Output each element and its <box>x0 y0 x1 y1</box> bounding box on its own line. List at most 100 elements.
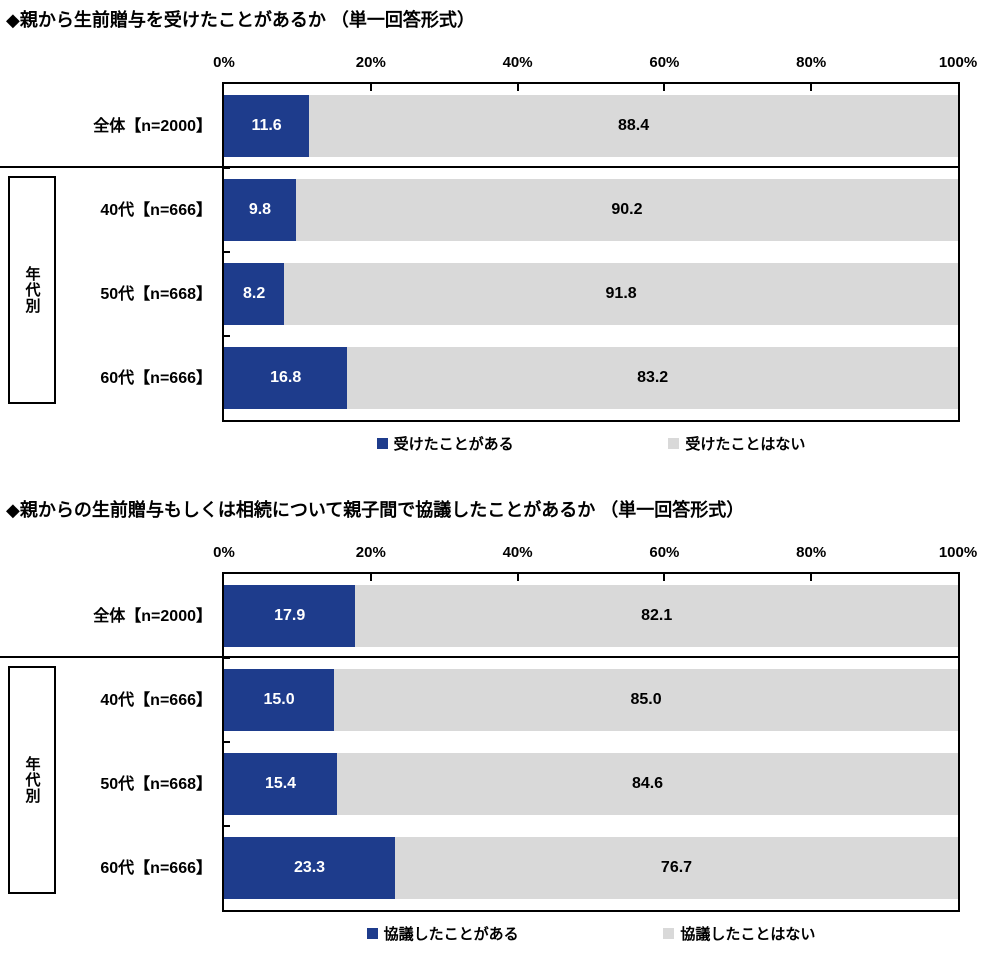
bar-row-60s: 16.8 83.2 <box>224 336 958 420</box>
legend: 受けたことがある 受けたことはない <box>222 422 960 464</box>
category-tick-mark <box>224 825 230 827</box>
bar-value: 23.3 <box>293 859 326 876</box>
category-tick-mark <box>224 741 230 743</box>
stacked-bar: 8.2 91.8 <box>224 263 958 325</box>
category-tick-mark <box>224 167 230 169</box>
chart-received-gift: ◆親から生前贈与を受けたことがあるか （単一回答形式） 0% 20% 40% 6… <box>0 8 1000 464</box>
bar-value: 17.9 <box>274 607 306 624</box>
row-label-40s: 40代【n=666】 <box>100 692 212 709</box>
age-group-label: 年代別 <box>23 756 41 804</box>
group-separator-line <box>0 166 960 168</box>
bar-value: 91.8 <box>605 285 637 302</box>
axis-tick-label: 0% <box>213 54 235 71</box>
axis-gutter <box>0 522 222 572</box>
legend-swatch-yes <box>366 927 378 939</box>
age-group-box: 年代別 <box>8 666 56 894</box>
bar-value: 84.6 <box>631 775 664 792</box>
stacked-bar: 23.3 76.7 <box>224 837 958 899</box>
bar-value: 83.2 <box>637 369 669 386</box>
row-label-total: 全体【n=2000】 <box>93 118 212 135</box>
axis-tick-label: 0% <box>213 544 235 561</box>
legend-item-yes: 協議したことがある <box>366 923 519 944</box>
bar-value: 76.7 <box>660 859 693 876</box>
bar-value: 88.4 <box>617 117 650 134</box>
axis-gutter <box>0 32 222 82</box>
axis-tick-label: 100% <box>938 544 978 561</box>
bar-value: 90.2 <box>611 201 643 218</box>
bar-row-40s: 9.8 90.2 <box>224 168 958 252</box>
stacked-bar: 11.6 88.4 <box>224 95 958 157</box>
row-label-60s: 60代【n=666】 <box>100 370 212 387</box>
legend-item-no: 協議したことはない <box>663 923 815 944</box>
row-label-50s: 50代【n=668】 <box>100 776 212 793</box>
axis-tick-label: 80% <box>796 544 827 561</box>
plot-area: 11.6 88.4 9.8 90.2 8.2 91.8 <box>222 82 960 422</box>
axis-tick-mark <box>516 84 519 91</box>
bar-value: 15.4 <box>264 775 297 792</box>
axis-tick-mark <box>369 574 372 581</box>
bar-segment-yes: 16.8 <box>224 347 348 409</box>
bar-segment-yes: 9.8 <box>224 179 296 241</box>
bar-segment-yes: 15.4 <box>224 753 338 815</box>
bar-segment-no: 85.0 <box>334 669 958 731</box>
axis-tick-label: 60% <box>649 544 680 561</box>
axis-tick-label: 20% <box>355 54 386 71</box>
bar-segment-no: 82.1 <box>355 585 958 647</box>
bar-row-total: 11.6 88.4 <box>224 84 958 168</box>
bar-value: 82.1 <box>641 607 673 624</box>
x-axis-row: 0% 20% 40% 60% 80% 100% <box>0 522 1000 572</box>
axis-tick-mark <box>663 574 666 581</box>
bar-value: 15.0 <box>263 691 295 708</box>
axis-tick-label: 40% <box>502 544 533 561</box>
legend-swatch-no <box>663 927 675 939</box>
x-axis-row: 0% 20% 40% 60% 80% 100% <box>0 32 1000 82</box>
chart-title: ◆親から生前贈与を受けたことがあるか （単一回答形式） <box>6 10 475 30</box>
row-label-total: 全体【n=2000】 <box>93 608 212 625</box>
bar-segment-yes: 17.9 <box>224 585 356 647</box>
stacked-bar: 17.9 82.1 <box>224 585 958 647</box>
legend-item-no: 受けたことはない <box>668 433 805 454</box>
plot-area: 17.9 82.1 15.0 85.0 15.4 84.6 <box>222 572 960 912</box>
bar-segment-no: 88.4 <box>309 95 958 157</box>
bar-value: 9.8 <box>248 201 272 218</box>
bar-segment-yes: 8.2 <box>224 263 285 325</box>
chart-body: 全体【n=2000】 40代【n=666】 50代【n=668】 60代【n=6… <box>0 82 960 422</box>
bar-segment-no: 84.6 <box>337 753 958 815</box>
bar-segment-yes: 23.3 <box>224 837 396 899</box>
legend: 協議したことがある 協議したことはない <box>222 912 960 954</box>
bar-row-50s: 8.2 91.8 <box>224 252 958 336</box>
legend-label: 受けたことがある <box>393 435 514 453</box>
bar-segment-no: 83.2 <box>347 347 958 409</box>
row-label-60s: 60代【n=666】 <box>100 860 212 877</box>
group-separator-line <box>0 656 960 658</box>
stacked-bar: 9.8 90.2 <box>224 179 958 241</box>
category-tick-mark <box>224 335 230 337</box>
axis-tick-label: 60% <box>649 54 680 71</box>
bar-row-40s: 15.0 85.0 <box>224 658 958 742</box>
bar-segment-no: 76.7 <box>395 837 958 899</box>
stacked-bar: 15.4 84.6 <box>224 753 958 815</box>
bar-segment-yes: 11.6 <box>224 95 310 157</box>
bar-value: 16.8 <box>270 369 302 386</box>
axis-tick-mark <box>369 84 372 91</box>
axis-tick-mark <box>663 84 666 91</box>
bar-row-60s: 23.3 76.7 <box>224 826 958 910</box>
chart-body: 全体【n=2000】 40代【n=666】 50代【n=668】 60代【n=6… <box>0 572 960 912</box>
legend-item-yes: 受けたことがある <box>376 433 514 454</box>
axis-tick-mark <box>810 84 813 91</box>
category-tick-mark <box>224 251 230 253</box>
legend-swatch-yes <box>376 437 388 449</box>
age-group-label: 年代別 <box>23 266 41 314</box>
legend-label: 協議したことがある <box>383 925 519 943</box>
bar-segment-yes: 15.0 <box>224 669 335 731</box>
axis-tick-label: 80% <box>796 54 827 71</box>
row-label-40s: 40代【n=666】 <box>100 202 212 219</box>
bar-value: 85.0 <box>630 691 662 708</box>
bar-row-total: 17.9 82.1 <box>224 574 958 658</box>
bar-segment-no: 91.8 <box>284 263 958 325</box>
row-label-50s: 50代【n=668】 <box>100 286 212 303</box>
bar-value: 8.2 <box>242 285 266 302</box>
axis-tick-label: 20% <box>355 544 386 561</box>
category-labels: 全体【n=2000】 40代【n=666】 50代【n=668】 60代【n=6… <box>0 82 222 422</box>
